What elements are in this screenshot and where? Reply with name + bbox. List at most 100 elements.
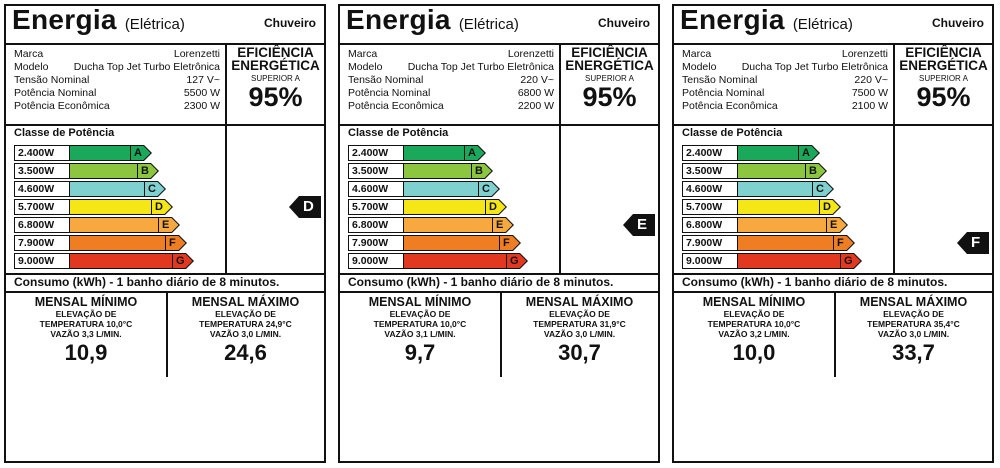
power-class-arrow: B [137, 163, 159, 179]
spec-row: Potência Nominal 7500 W [682, 87, 888, 100]
efficiency-title-1: EFICIÊNCIA [237, 45, 314, 60]
power-class-value: 7.900W [14, 235, 70, 251]
power-class-arrow: B [471, 163, 493, 179]
power-class-row: 5.700W D [348, 199, 552, 215]
efficiency-title-2: ENERGÉTICA [231, 58, 320, 73]
power-class-row: 4.600W C [14, 181, 218, 197]
product-type: Chuveiro [931, 16, 984, 30]
power-class-arrow: D [485, 199, 507, 215]
power-class-letter: G [841, 254, 861, 268]
power-class-row: 2.400W A [348, 145, 552, 161]
power-class-bar [404, 253, 506, 269]
power-class-letter: A [131, 146, 151, 160]
divider-line [340, 43, 658, 45]
divider-line [340, 273, 658, 275]
consumption-header: Consumo (kWh) - 1 banho diário de 8 minu… [682, 275, 948, 289]
spec-label: Potência Econômica [682, 100, 778, 112]
power-class-arrow: D [151, 199, 173, 215]
divider-line-vertical [834, 291, 836, 377]
spec-row: Potência Econômica 2300 W [14, 100, 220, 113]
divider-line [340, 124, 658, 126]
consumption-max-line: TEMPERATURA 24,9°C [199, 319, 292, 329]
power-class-letter: A [465, 146, 485, 160]
power-class-value: 4.600W [682, 181, 738, 197]
power-class-bar [70, 145, 130, 161]
power-class-letter: E [827, 218, 847, 232]
efficiency-superior: SUPERIOR A [585, 74, 634, 83]
efficiency-percent: 95% [916, 82, 971, 112]
power-class-value: 4.600W [348, 181, 404, 197]
power-class-value: 5.700W [14, 199, 70, 215]
efficiency-box: EFICIÊNCIA ENERGÉTICA SUPERIOR A 95% [895, 46, 992, 111]
power-class-row: 6.800W E [14, 217, 218, 233]
power-class-bar [404, 181, 478, 197]
power-class-bar [738, 235, 833, 251]
spec-value: 6800 W [517, 87, 554, 99]
power-class-row: 4.600W C [682, 181, 886, 197]
power-class-value: 2.400W [14, 145, 70, 161]
power-class-letter: E [159, 218, 179, 232]
spec-row: Modelo Ducha Top Jet Turbo Eletrônica [348, 61, 554, 74]
power-class-bar [70, 217, 158, 233]
power-class-arrow: B [805, 163, 827, 179]
divider-line-vertical [166, 291, 168, 377]
spec-label: Tensão Nominal [348, 74, 424, 86]
power-class-letter: G [507, 254, 527, 268]
spec-label: Modelo [14, 61, 49, 73]
class-title: Classe de Potência [682, 127, 783, 139]
power-class-value: 3.500W [682, 163, 738, 179]
spec-label: Potência Nominal [348, 87, 431, 99]
power-class-bar [738, 217, 826, 233]
power-class-value: 7.900W [348, 235, 404, 251]
spec-label: Marca [14, 48, 44, 60]
power-class-row: 7.900W F [14, 235, 218, 251]
label-title: Energia (Elétrica) [12, 4, 185, 36]
spec-value: Ducha Top Jet Turbo Eletrônica [73, 61, 220, 73]
power-class-letter: F [500, 236, 520, 250]
spec-value: 7500 W [851, 87, 888, 99]
power-class-value: 6.800W [682, 217, 738, 233]
spec-value: Lorenzetti [173, 48, 220, 60]
power-class-value: 9.000W [348, 253, 404, 269]
class-title: Classe de Potência [14, 127, 115, 139]
consumption-min: MENSAL MÍNIMO ELEVAÇÃO DE TEMPERATURA 10,0… [674, 296, 834, 365]
power-class-arrow: A [464, 145, 486, 161]
consumption-max-line: VAZÃO 3,0 L/MIN. [877, 329, 950, 339]
power-class-bar [404, 235, 499, 251]
power-class-row: 3.500W B [348, 163, 552, 179]
efficiency-percent: 95% [248, 82, 303, 112]
power-class-letter: B [138, 164, 158, 178]
divider-line [674, 273, 992, 275]
label-title-main: Energia [346, 4, 451, 35]
spec-value: Ducha Top Jet Turbo Eletrônica [407, 61, 554, 73]
consumption-min-line: ELEVAÇÃO DE [389, 309, 451, 319]
efficiency-box: EFICIÊNCIA ENERGÉTICA SUPERIOR A 95% [561, 46, 658, 111]
spec-row: Potência Nominal 5500 W [14, 87, 220, 100]
power-class-row: 2.400W A [682, 145, 886, 161]
spec-value: 2300 W [183, 100, 220, 112]
power-class-value: 9.000W [682, 253, 738, 269]
spec-value: 127 V~ [186, 74, 220, 86]
efficiency-percent: 95% [582, 82, 637, 112]
efficiency-superior: SUPERIOR A [919, 74, 968, 83]
efficiency-superior: SUPERIOR A [251, 74, 300, 83]
spec-row: Potência Econômica 2100 W [682, 100, 888, 113]
consumption-min-title: MENSAL MÍNIMO [368, 295, 472, 309]
power-class-bar [404, 199, 485, 215]
power-class-letter: D [152, 200, 172, 214]
spec-label: Tensão Nominal [682, 74, 758, 86]
power-class-value: 6.800W [14, 217, 70, 233]
power-class-row: 7.900W F [682, 235, 886, 251]
spec-table: Marca Lorenzetti Modelo Ducha Top Jet Turbo… [348, 48, 554, 113]
power-class-value: 7.900W [682, 235, 738, 251]
energy-label-card: Energia (Elétrica) Chuveiro Marca Lorenzetti… [338, 4, 660, 463]
power-class-bar [404, 217, 492, 233]
consumption-min-title: MENSAL MÍNIMO [702, 295, 806, 309]
power-class-bar [70, 253, 172, 269]
power-class-value: 4.600W [14, 181, 70, 197]
spec-label: Potência Econômica [348, 100, 444, 112]
spec-value: Lorenzetti [507, 48, 554, 60]
class-title: Classe de Potência [348, 127, 449, 139]
consumption-max-title: MENSAL MÁXIMO [191, 295, 300, 309]
spec-value: 220 V~ [854, 74, 888, 86]
